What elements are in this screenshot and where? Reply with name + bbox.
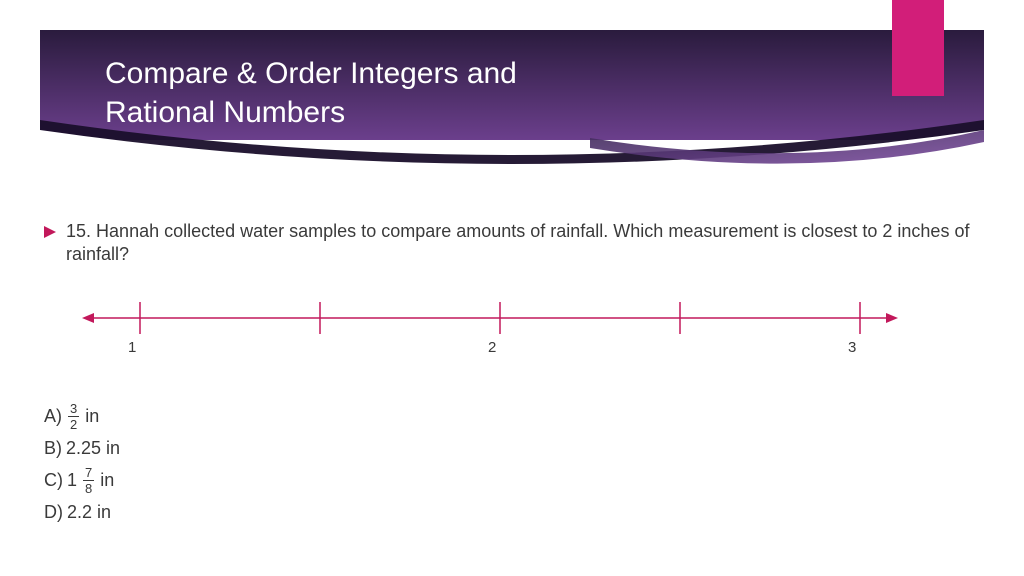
answer-c: C) 1 7 8 in [44,464,120,496]
answer-b: B) 2.25 in [44,432,120,464]
slide-header: Compare & Order Integers and Rational Nu… [40,30,984,180]
answer-d: D) 2.2 in [44,496,120,528]
answer-a-letter: A) [44,406,62,427]
answer-c-unit: in [100,470,114,491]
title-line-2: Rational Numbers [105,96,345,129]
svg-text:2: 2 [488,339,496,356]
svg-text:1: 1 [128,339,136,356]
answer-d-text: 2.2 in [67,502,111,523]
answer-a-unit: in [85,406,99,427]
title-line-1: Compare & Order Integers and [105,57,517,90]
question-text: 15. Hannah collected water samples to co… [66,220,984,265]
answer-a-fraction: 3 2 [68,402,79,431]
answer-d-letter: D) [44,502,63,523]
slide-title: Compare & Order Integers and Rational Nu… [105,54,517,132]
question-block: 15. Hannah collected water samples to co… [44,220,984,265]
number-line: 1 2 3 [80,294,900,364]
answer-c-letter: C) [44,470,63,491]
answer-b-letter: B) [44,438,62,459]
accent-tab [892,0,944,96]
svg-text:3: 3 [848,339,856,356]
bullet-icon [44,226,56,238]
answer-a: A) 3 2 in [44,400,120,432]
answer-choices: A) 3 2 in B) 2.25 in C) 1 7 8 in D) 2.2 … [44,400,120,528]
answer-c-whole: 1 [67,470,77,491]
answer-c-fraction: 7 8 [83,466,94,495]
question-body: Hannah collected water samples to compar… [66,221,969,264]
question-number: 15. [66,221,91,241]
answer-b-text: 2.25 in [66,438,120,459]
